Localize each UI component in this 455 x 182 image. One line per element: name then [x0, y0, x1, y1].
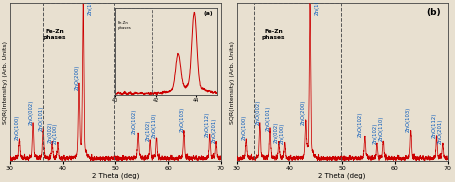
Text: ZnO(100): ZnO(100)	[242, 114, 247, 140]
Text: Zn(101): Zn(101)	[87, 0, 92, 15]
Y-axis label: SQR(Intensity) (Arb. Units): SQR(Intensity) (Arb. Units)	[4, 41, 9, 124]
Text: ZnO(102): ZnO(102)	[131, 108, 136, 134]
Text: Fe-Zn
phases: Fe-Zn phases	[262, 29, 285, 40]
Text: Zn(002): Zn(002)	[274, 121, 279, 143]
Text: Zn(101): Zn(101)	[314, 0, 319, 15]
Text: ZnO(102): ZnO(102)	[358, 111, 363, 137]
Text: ZnO(110): ZnO(110)	[379, 116, 384, 141]
Text: ZnO(002): ZnO(002)	[29, 99, 34, 125]
Text: Zn(100): Zn(100)	[280, 123, 285, 144]
X-axis label: 2 Theta (deg): 2 Theta (deg)	[318, 172, 366, 179]
Text: ZnO(200): ZnO(200)	[301, 99, 306, 125]
Text: ZnO(103): ZnO(103)	[406, 107, 411, 132]
Text: (a): (a)	[200, 8, 214, 17]
Text: Zn(102): Zn(102)	[372, 123, 377, 144]
Text: ZnO(201): ZnO(201)	[438, 119, 443, 144]
Text: (b): (b)	[427, 8, 441, 17]
Text: ZnO(103): ZnO(103)	[179, 107, 184, 132]
Text: ZnO(112): ZnO(112)	[432, 113, 437, 138]
Y-axis label: SQR(Intensity) (Arb. Units): SQR(Intensity) (Arb. Units)	[230, 41, 235, 124]
Text: ZnO(201): ZnO(201)	[212, 117, 217, 143]
Text: ZnO(110): ZnO(110)	[152, 113, 157, 138]
Bar	[43, 3, 114, 161]
X-axis label: 2 Theta (deg): 2 Theta (deg)	[91, 172, 139, 179]
Text: ZnO(101): ZnO(101)	[265, 105, 270, 131]
Text: ZnO(112): ZnO(112)	[205, 111, 210, 137]
Text: Zn(100): Zn(100)	[53, 123, 58, 144]
Bar	[253, 3, 341, 161]
Text: ZnO(101): ZnO(101)	[39, 105, 44, 131]
Text: ZnO(100): ZnO(100)	[15, 114, 20, 140]
Text: ZnO(002): ZnO(002)	[255, 99, 260, 125]
Text: Zn(002): Zn(002)	[47, 121, 52, 143]
Text: ZnO(200): ZnO(200)	[74, 65, 79, 90]
Text: Fe-Zn
phases: Fe-Zn phases	[43, 29, 66, 40]
Text: Zn(102): Zn(102)	[146, 120, 151, 141]
